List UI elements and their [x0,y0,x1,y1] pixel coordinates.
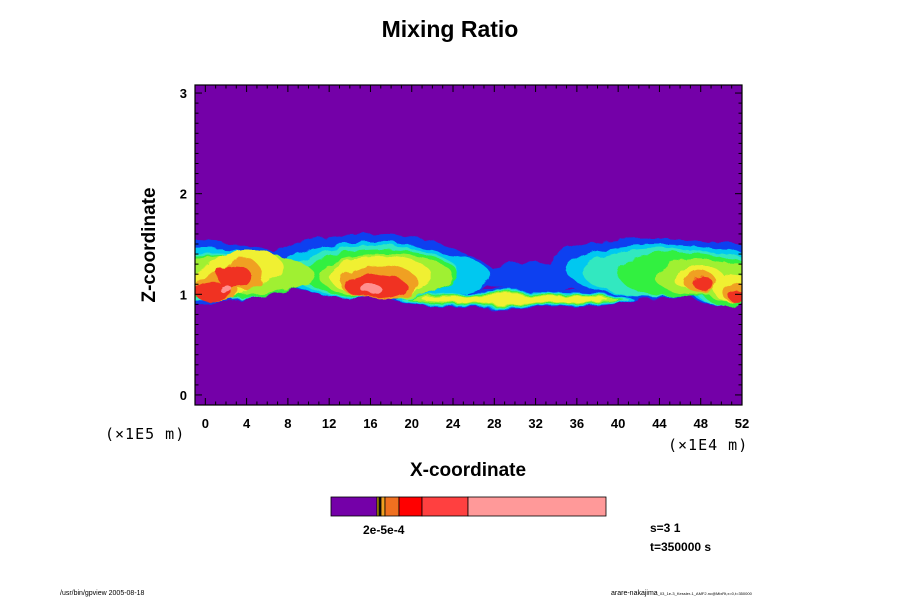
x-tick-label: 0 [202,416,209,431]
y-scale-factor: (×1E5 m) [105,425,186,443]
colorbar-tick-labels: 2e-5e-4 [363,523,405,537]
colorbar [330,496,607,517]
colorbar-segment [330,496,378,517]
y-axis-label: Z-coordinate [139,187,160,303]
y-tick-label: 0 [180,388,187,403]
contour-blob [217,264,251,289]
footer-user: arare-nakajima [611,590,658,597]
contour-blob [422,295,608,304]
x-tick-label: 32 [528,416,542,431]
x-tick-label: 12 [322,416,336,431]
x-tick-label: 44 [652,416,667,431]
contour-blob [728,290,742,303]
footer-source: arare-nakajima_03_1e-3_Kessler-1_AMF2.nc… [611,590,752,597]
x-tick-label: 28 [487,416,501,431]
footer-command: /usr/bin/gpview 2005-08-18 [60,590,145,597]
plot-frame [194,84,743,406]
colorbar-segment [421,496,469,517]
colorbar-segment [467,496,607,517]
y-tick-label: 3 [180,86,187,101]
contour-blob [362,285,383,296]
x-tick-label: 16 [363,416,377,431]
contour-blob [693,278,715,291]
mixing-ratio-field [195,233,742,309]
x-tick-label: 4 [243,416,251,431]
x-tick-label: 40 [611,416,625,431]
x-tick-label: 20 [405,416,419,431]
x-axis-label: X-coordinate [409,460,527,481]
step-info: s=3 1 [650,521,681,535]
chart-title: Mixing Ratio [381,16,519,42]
footer-variable: _03_1e-3_Kessler-1_AMF2.nc@MixRt,x=0,t=3… [657,591,752,596]
y-tick-label: 1 [180,287,187,302]
x-tick-label: 8 [284,416,291,431]
y-tick-label: 2 [180,187,187,202]
x-tick-label: 48 [693,416,707,431]
x-tick-label: 24 [446,416,461,431]
contour-band-pink [219,285,383,296]
time-info: t=350000 s [650,540,712,554]
contour-blob [219,285,233,294]
x-tick-label: 52 [735,416,749,431]
colorbar-segment [398,496,423,517]
colorbar-segment [384,496,400,517]
x-scale-factor: (×1E4 m) [668,436,749,454]
colorbar-segment [380,496,386,517]
x-tick-label: 36 [570,416,584,431]
